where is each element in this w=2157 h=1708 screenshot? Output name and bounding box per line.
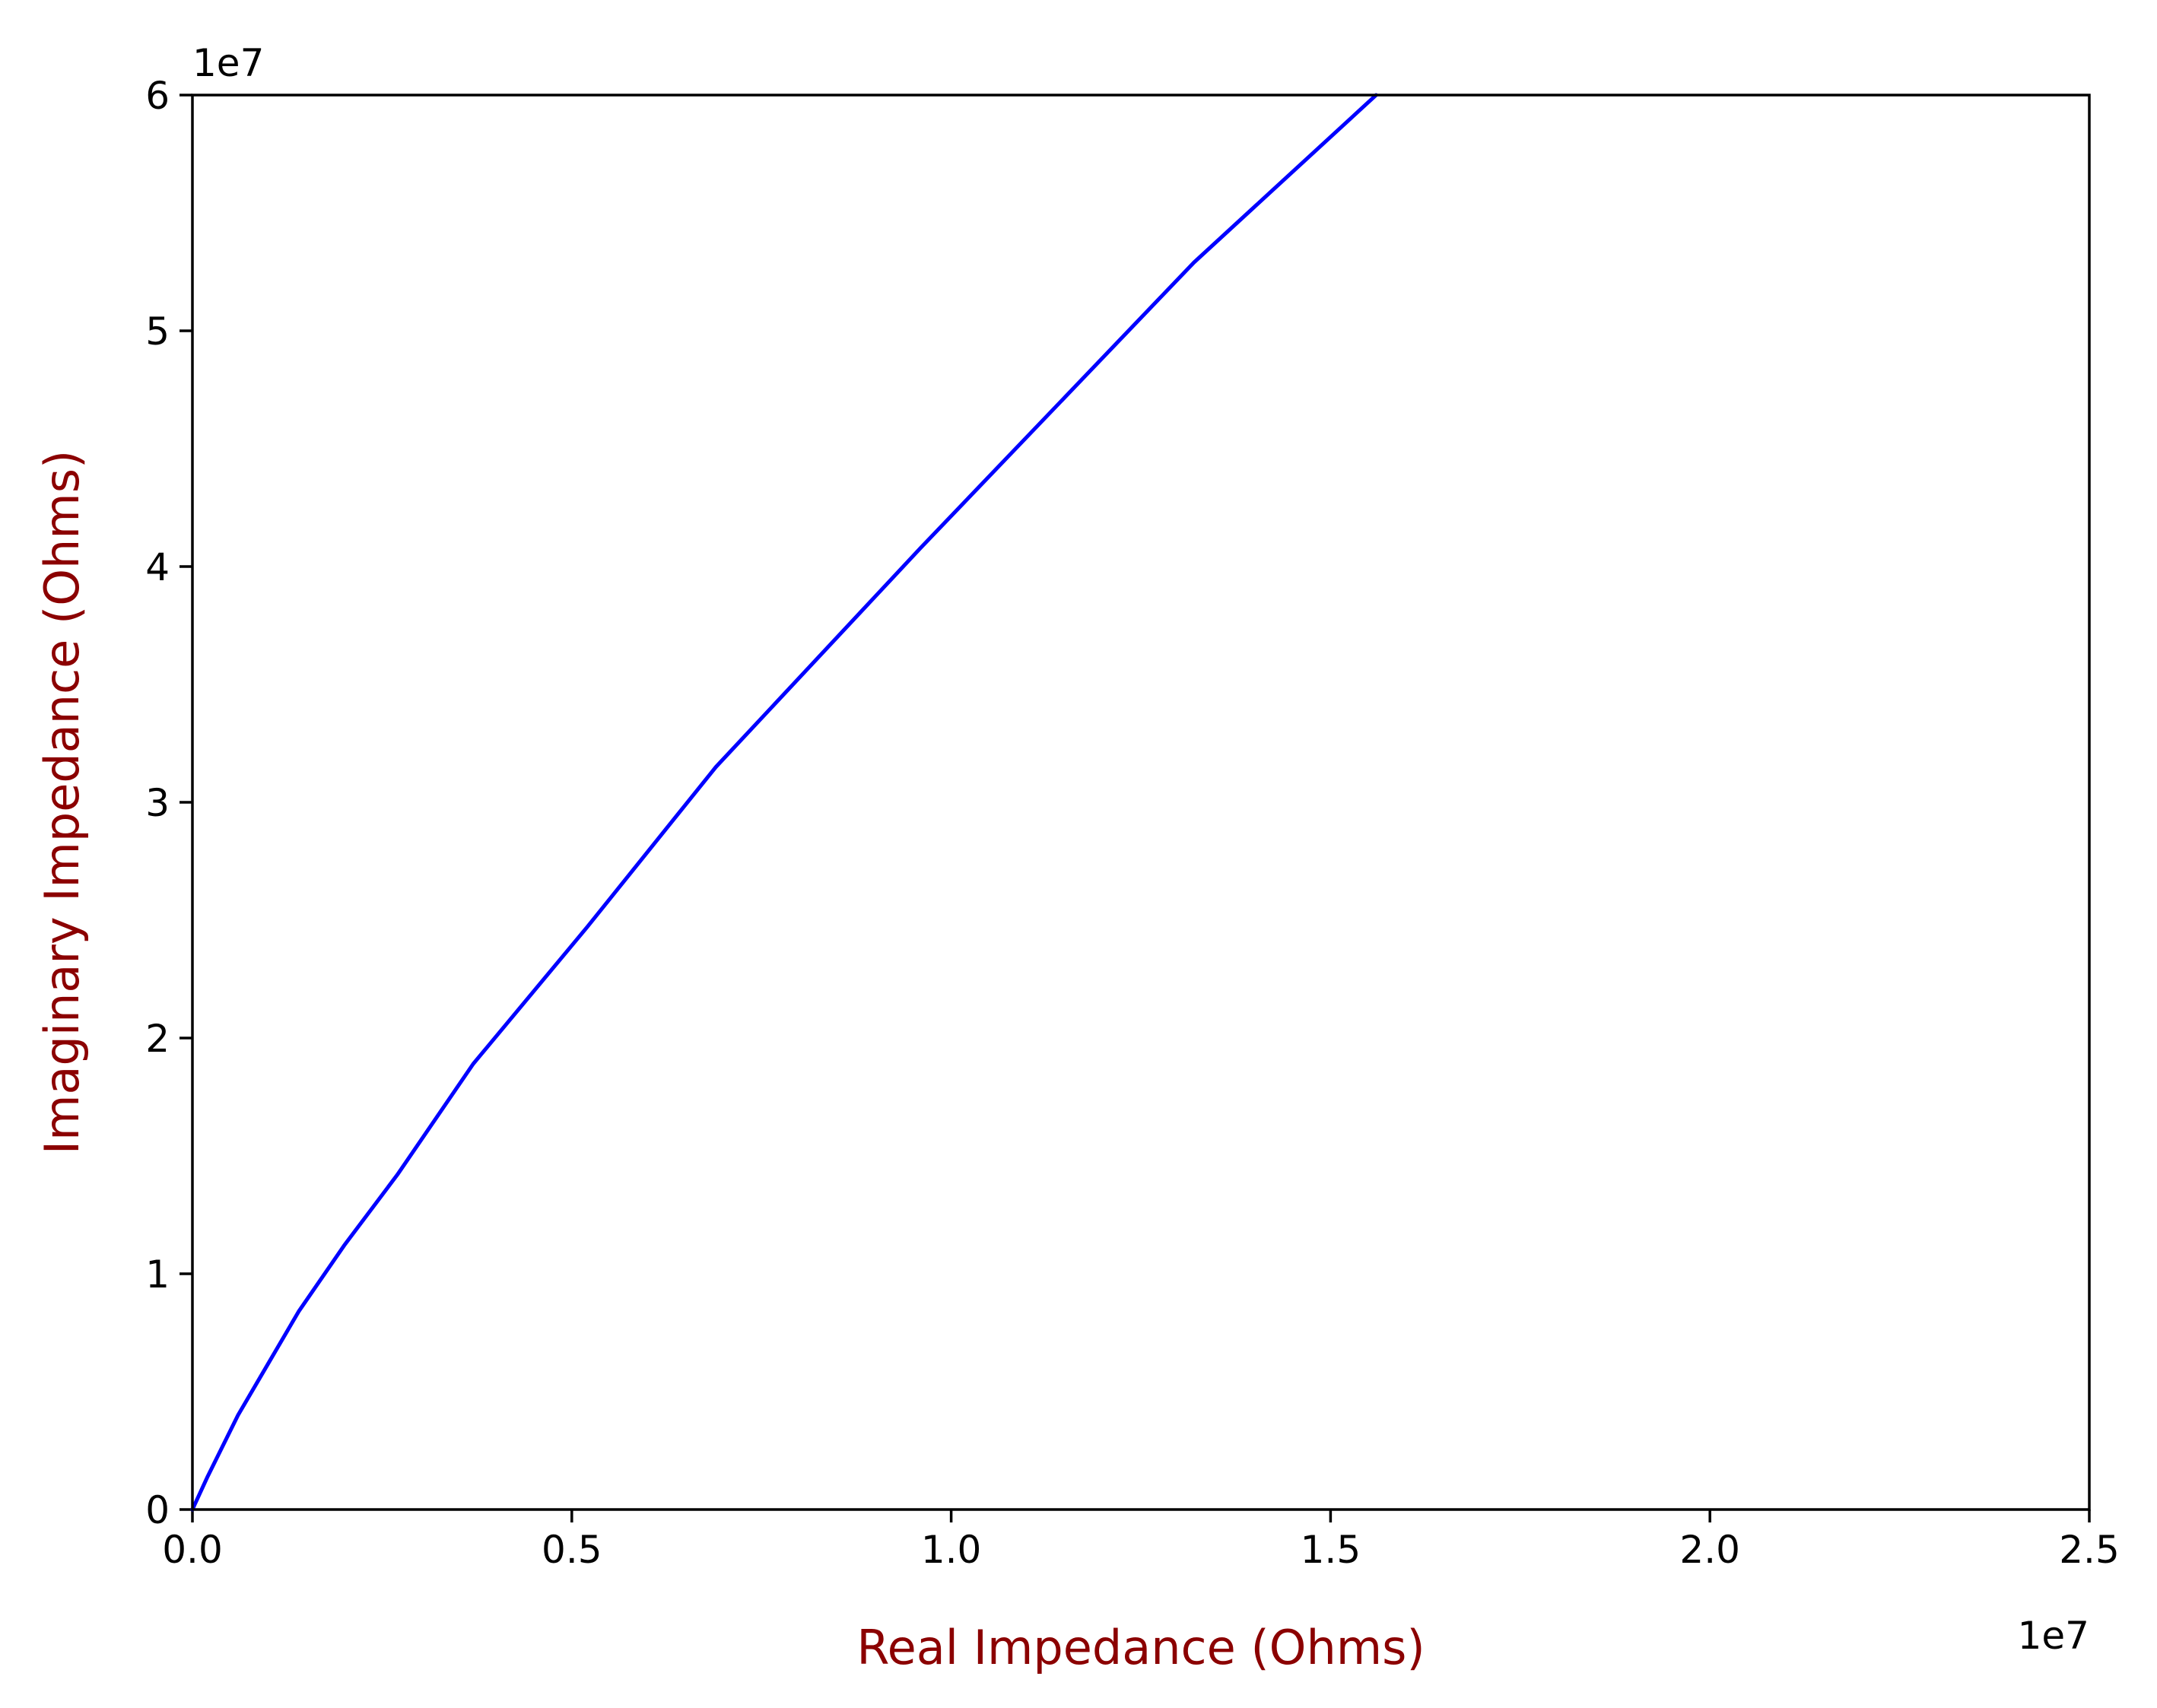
y-axis-ticks: 0 1 2 3 4 5 6 <box>145 74 192 1532</box>
y-tick-label: 0 <box>145 1488 170 1532</box>
plot-area <box>192 95 2089 1510</box>
x-tick-label: 2.0 <box>1679 1528 1740 1572</box>
x-tick-label: 0.0 <box>162 1528 223 1572</box>
y-tick-label: 2 <box>145 1017 170 1061</box>
x-axis-label: Real Impedance (Ohms) <box>856 1620 1425 1675</box>
x-tick-label: 2.5 <box>2059 1528 2120 1572</box>
impedance-series-line <box>190 93 1378 1512</box>
y-axis-label: Imaginary Impedance (Ohms) <box>34 450 90 1154</box>
y-axis-offset-label: 1e7 <box>192 41 264 85</box>
x-tick-label: 1.0 <box>921 1528 982 1572</box>
y-tick-label: 4 <box>145 545 170 589</box>
plot-frame <box>191 94 2091 1511</box>
y-tick-label: 6 <box>145 74 170 118</box>
y-tick-label: 3 <box>145 781 170 825</box>
x-axis-offset-label: 1e7 <box>2018 1614 2089 1658</box>
x-tick-label: 0.5 <box>542 1528 602 1572</box>
y-tick-label: 5 <box>145 310 170 354</box>
x-axis-ticks: 0.0 0.5 1.0 1.5 2.0 2.5 <box>162 1510 2120 1572</box>
y-tick-label: 1 <box>145 1252 170 1297</box>
x-tick-label: 1.5 <box>1301 1528 1361 1572</box>
